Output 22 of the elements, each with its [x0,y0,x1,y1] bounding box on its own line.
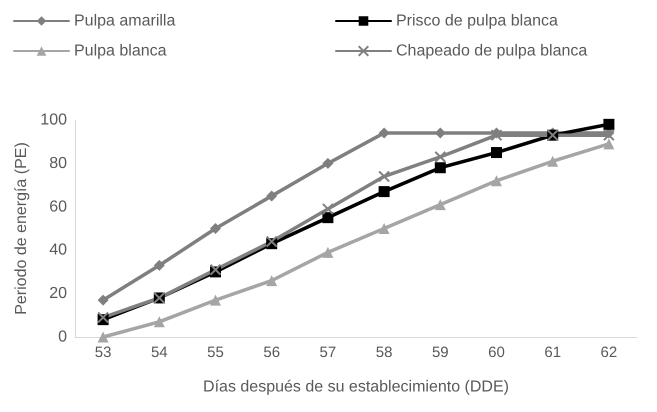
x-axis-title: Días después de su establecimiento (DDE) [203,378,509,396]
y-tick-label: 80 [49,154,68,172]
y-axis-title: Periodo de energía (PE) [12,142,30,315]
x-tick-label: 61 [544,344,562,361]
y-tick-label: 60 [49,198,68,216]
y-tick-label: 40 [49,242,68,259]
legend-label: Chapeado de pulpa blanca [396,42,588,60]
y-tick-label: 0 [58,328,68,346]
legend-label: Pulpa blanca [74,42,167,60]
y-tick-label: 100 [40,112,68,128]
y-tick-label: 20 [49,285,68,302]
x-tick-label: 54 [150,344,168,361]
legend-label: Pulpa amarilla [74,12,176,30]
x-tick-label: 55 [207,344,224,361]
x-tick-label: 57 [320,344,336,361]
x-tick-label: 56 [263,344,280,361]
legend-label: Prisco de pulpa blanca [396,12,558,30]
x-tick-label: 62 [600,344,618,361]
x-tick-label: 60 [488,344,505,361]
x-tick-label: 53 [94,344,112,361]
x-tick-label: 58 [376,344,392,361]
x-tick-label: 59 [432,344,449,361]
